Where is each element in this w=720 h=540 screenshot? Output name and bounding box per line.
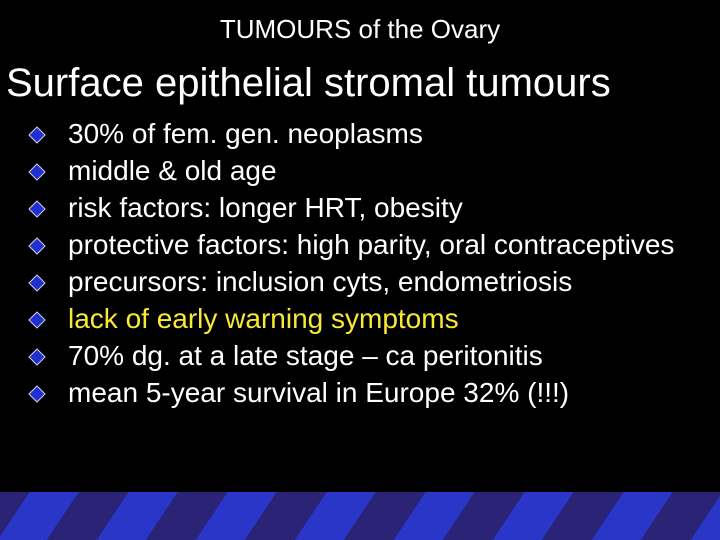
bullet-item: risk factors: longer HRT, obesity [28, 190, 708, 225]
bullet-text: 30% of fem. gen. neoplasms [68, 116, 423, 151]
diamond-bullet-icon [28, 163, 46, 181]
bullet-text: precursors: inclusion cyts, endometriosi… [68, 264, 572, 299]
bullet-text: protective factors: high parity, oral co… [68, 227, 674, 262]
bullet-item: middle & old age [28, 153, 708, 188]
bullet-item: lack of early warning symptoms [28, 301, 708, 336]
diamond-bullet-icon [28, 311, 46, 329]
diamond-bullet-icon [28, 126, 46, 144]
diamond-bullet-icon [28, 200, 46, 218]
diamond-bullet-icon [28, 274, 46, 292]
diamond-bullet-icon [28, 237, 46, 255]
diamond-bullet-icon [28, 348, 46, 366]
main-title: Surface epithelial stromal tumours [0, 45, 720, 116]
bullet-list: 30% of fem. gen. neoplasmsmiddle & old a… [0, 116, 720, 410]
header-title: TUMOURS of the Ovary [0, 0, 720, 45]
bullet-item: 30% of fem. gen. neoplasms [28, 116, 708, 151]
slide: TUMOURS of the Ovary Surface epithelial … [0, 0, 720, 540]
bullet-item: protective factors: high parity, oral co… [28, 227, 708, 262]
bullet-text: lack of early warning symptoms [68, 301, 459, 336]
stripes-decoration [0, 492, 720, 540]
bullet-text: mean 5-year survival in Europe 32% (!!!) [68, 375, 569, 410]
bullet-item: 70% dg. at a late stage – ca peritonitis [28, 338, 708, 373]
bullet-item: mean 5-year survival in Europe 32% (!!!) [28, 375, 708, 410]
bullet-text: risk factors: longer HRT, obesity [68, 190, 463, 225]
diamond-bullet-icon [28, 385, 46, 403]
bullet-item: precursors: inclusion cyts, endometriosi… [28, 264, 708, 299]
bullet-text: 70% dg. at a late stage – ca peritonitis [68, 338, 543, 373]
bullet-text: middle & old age [68, 153, 277, 188]
